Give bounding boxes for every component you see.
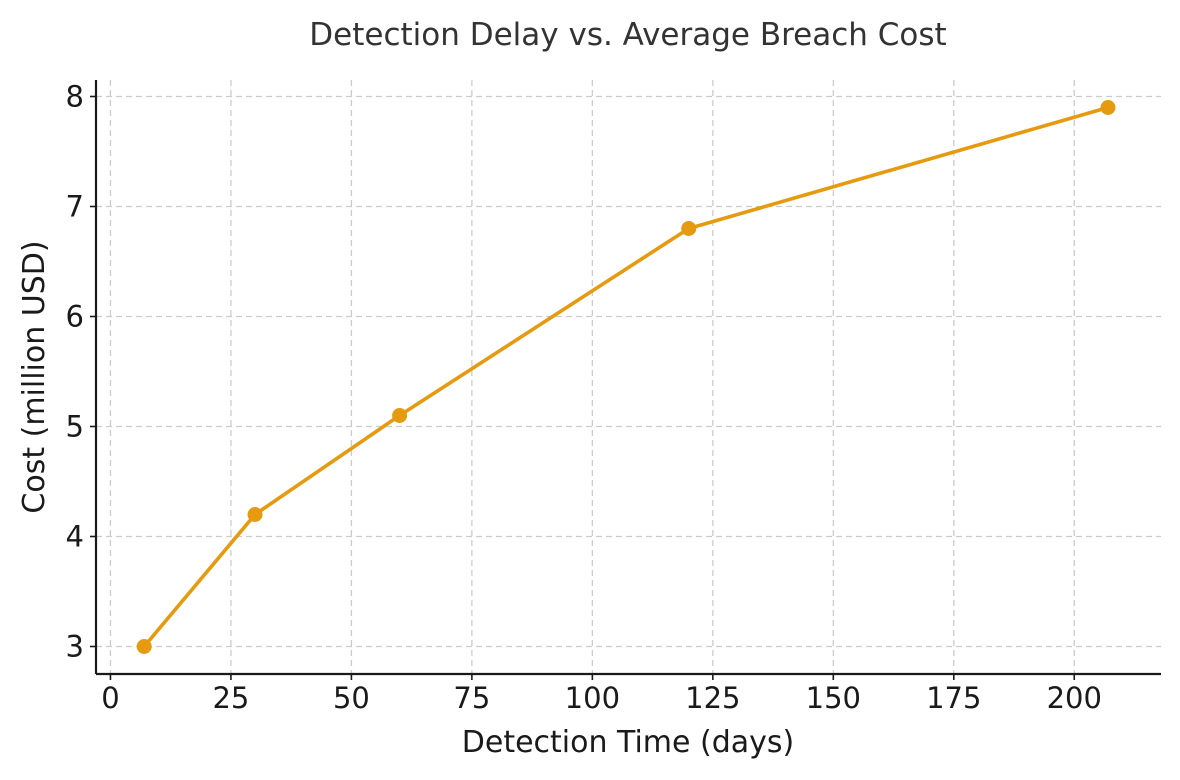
x-tick-label: 0 <box>101 681 119 715</box>
x-tick-label: 125 <box>685 681 740 715</box>
y-tick-label: 4 <box>66 520 84 554</box>
x-tick-label: 175 <box>926 681 981 715</box>
y-tick-label: 6 <box>66 300 84 334</box>
series-line <box>142 105 1110 649</box>
tick-labels: 0 25 50 75 100 125 150 175 200 3 4 5 6 7 8 <box>66 80 1102 716</box>
chart-title: Detection Delay vs. Average Breach Cost <box>309 17 946 53</box>
axes <box>90 80 1161 680</box>
data-series <box>136 100 1116 654</box>
x-tick-label: 100 <box>565 681 620 715</box>
x-tick-label: 50 <box>333 681 370 715</box>
x-tick-label: 200 <box>1047 681 1102 715</box>
y-tick-label: 5 <box>66 410 84 444</box>
data-point <box>392 408 408 423</box>
x-axis-label: Detection Time (days) <box>462 725 794 760</box>
data-point <box>136 639 152 654</box>
y-tick-label: 3 <box>66 630 84 664</box>
y-axis-label: Cost (million USD) <box>17 240 52 513</box>
y-tick-label: 8 <box>66 80 84 114</box>
y-tick-label: 7 <box>66 190 84 224</box>
data-point <box>1100 100 1116 115</box>
x-tick-label: 25 <box>212 681 249 715</box>
data-point <box>681 221 697 236</box>
grid <box>96 80 1161 674</box>
data-point <box>247 507 263 522</box>
x-tick-label: 150 <box>806 681 861 715</box>
x-tick-label: 75 <box>453 681 490 715</box>
